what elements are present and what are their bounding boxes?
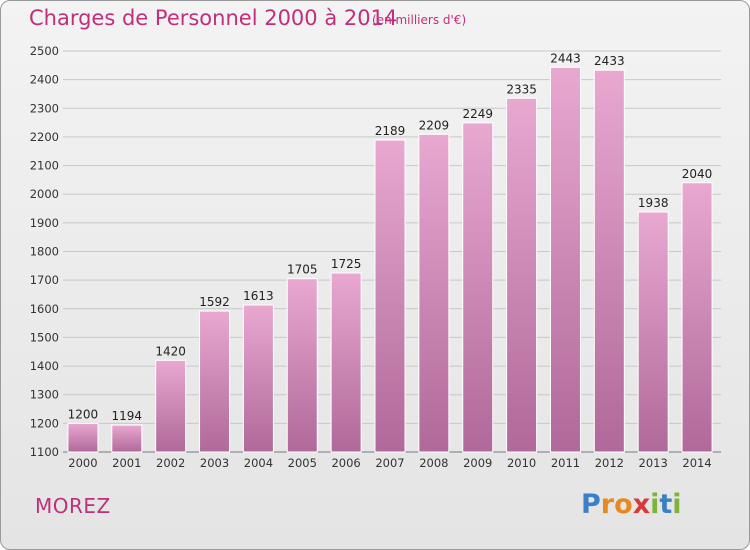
- x-tick-label: 2010: [507, 456, 536, 470]
- x-tick-label: 2008: [419, 456, 448, 470]
- logo-letter: i: [672, 489, 682, 520]
- y-tick-label: 1900: [30, 216, 59, 230]
- x-tick-label: 2014: [682, 456, 711, 470]
- y-tick-label: 1800: [30, 245, 59, 259]
- bar-value-label: 2433: [594, 54, 625, 68]
- bar: [199, 310, 231, 453]
- bar-value-label: 1725: [331, 257, 362, 271]
- bar: [637, 211, 669, 453]
- x-tick-label: 2003: [200, 456, 229, 470]
- bar-value-label: 1592: [199, 295, 230, 309]
- x-tick-label: 2007: [375, 456, 404, 470]
- bar: [374, 139, 406, 453]
- bar-value-label: 1938: [638, 196, 669, 210]
- x-tick-label: 2011: [551, 456, 580, 470]
- bar: [155, 359, 187, 453]
- bar: [681, 182, 713, 453]
- logo-letter: o: [614, 489, 633, 520]
- y-tick-label: 2000: [30, 187, 59, 201]
- logo-letter: x: [632, 489, 651, 520]
- bar-value-label: 2335: [506, 82, 537, 96]
- bar-value-label: 2040: [682, 167, 713, 181]
- bar-value-label: 1200: [68, 407, 99, 421]
- x-tick-label: 2013: [639, 456, 668, 470]
- bar-value-label: 2249: [462, 107, 493, 121]
- y-tick-label: 1200: [30, 416, 59, 430]
- bar: [111, 424, 143, 453]
- proxiti-logo: Proxiti: [581, 489, 682, 520]
- bar: [67, 422, 99, 453]
- y-tick-label: 2500: [30, 44, 59, 58]
- chart-title: Charges de Personnel 2000 à 2014: [29, 6, 398, 30]
- y-tick-label: 2100: [30, 159, 59, 173]
- y-tick-label: 1400: [30, 359, 59, 373]
- x-tick-label: 2000: [68, 456, 97, 470]
- location-name: MOREZ: [35, 494, 111, 518]
- x-tick-label: 2004: [244, 456, 273, 470]
- bar-value-label: 1194: [112, 409, 143, 423]
- y-tick-label: 2200: [30, 130, 59, 144]
- y-tick-label: 2300: [30, 101, 59, 115]
- bar: [330, 272, 362, 453]
- bar: [242, 304, 274, 453]
- bar-value-label: 2189: [375, 124, 406, 138]
- x-tick-label: 2012: [595, 456, 624, 470]
- y-tick-label: 2400: [30, 73, 59, 87]
- bar: [593, 69, 625, 453]
- x-tick-label: 2002: [156, 456, 185, 470]
- bar-value-label: 2209: [419, 118, 450, 132]
- bar: [418, 133, 450, 453]
- bar-value-label: 1613: [243, 289, 274, 303]
- bar: [286, 278, 318, 453]
- bar-value-label: 2443: [550, 51, 581, 65]
- logo-letter: t: [659, 489, 673, 520]
- bar: [549, 66, 581, 453]
- bar-value-label: 1420: [155, 344, 186, 358]
- logo-letter: r: [600, 489, 615, 520]
- bar: [506, 97, 538, 453]
- x-tick-label: 2001: [112, 456, 141, 470]
- y-tick-label: 1700: [30, 273, 59, 287]
- y-tick-label: 1500: [30, 330, 59, 344]
- x-tick-label: 2009: [463, 456, 492, 470]
- y-tick-label: 1600: [30, 302, 59, 316]
- x-tick-label: 2005: [288, 456, 317, 470]
- y-tick-label: 1300: [30, 388, 59, 402]
- logo-letter: i: [650, 489, 660, 520]
- x-tick-label: 2006: [331, 456, 360, 470]
- logo-letter: P: [581, 489, 601, 520]
- bar: [462, 122, 494, 453]
- unit-label: (en milliers d'€): [372, 13, 467, 27]
- y-tick-label: 1100: [30, 445, 59, 459]
- bar-value-label: 1705: [287, 263, 318, 277]
